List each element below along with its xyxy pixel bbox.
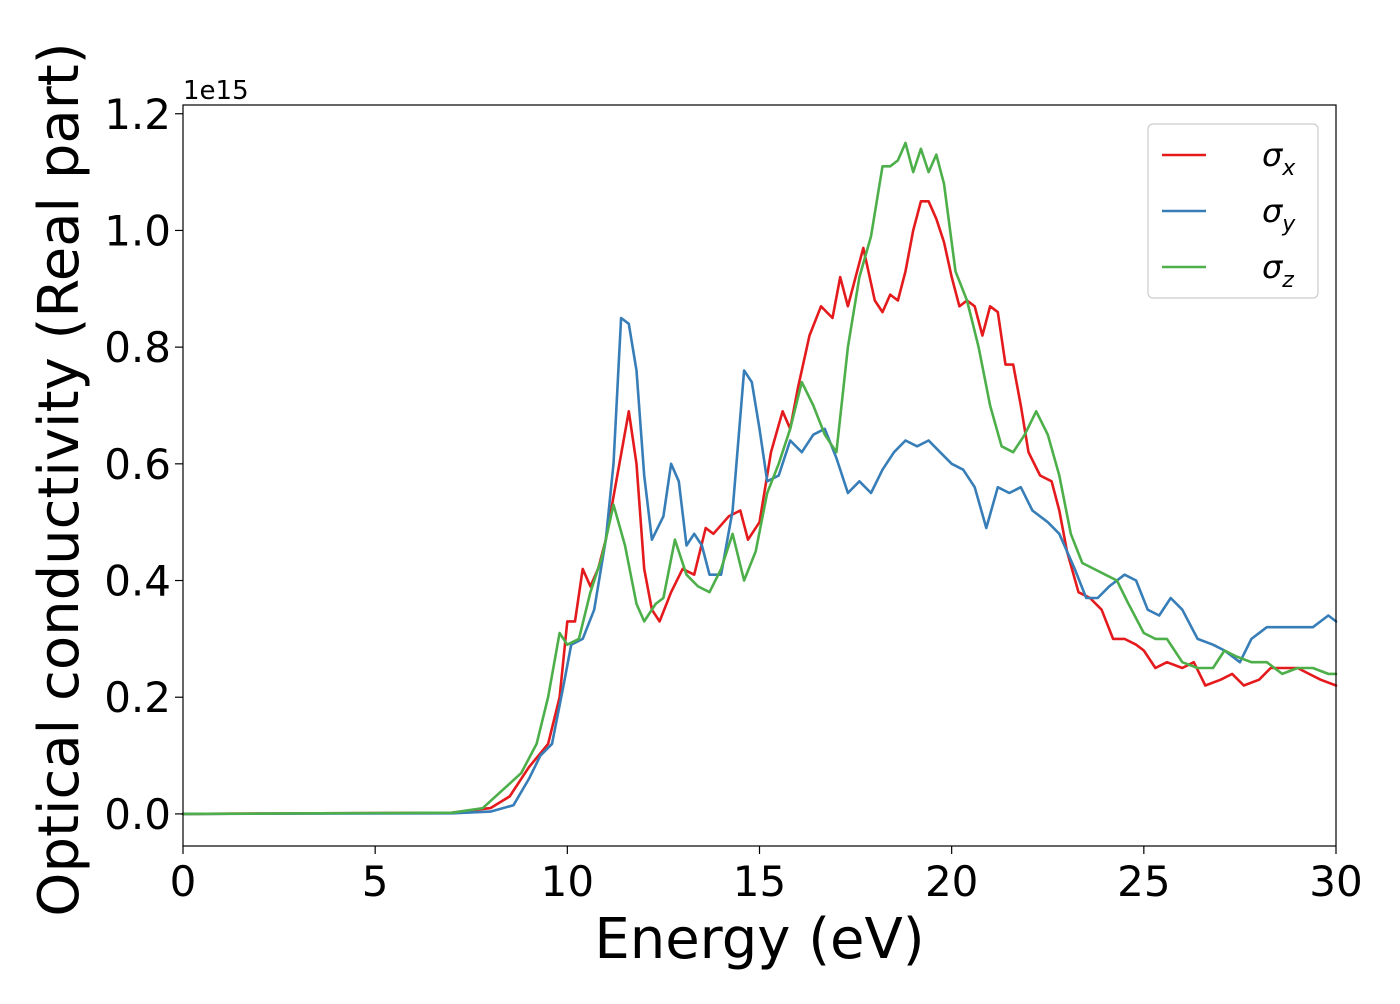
x-tick-label: 15 (733, 857, 786, 906)
series-layer (181, 141, 1338, 816)
y-axis-title: Optical conductivity (Real part) (27, 42, 92, 916)
x-axis-title: Energy (eV) (594, 907, 924, 972)
y-tick-label: 0.6 (104, 440, 171, 489)
series-line-sigma-z (181, 141, 1338, 816)
y-tick-label: 1.0 (104, 206, 171, 255)
x-tick-label: 10 (541, 857, 594, 906)
x-tick-label: 5 (362, 857, 389, 906)
y-tick-label: 0.0 (104, 790, 171, 839)
x-tick-label: 0 (170, 857, 197, 906)
y-tick-label: 0.8 (104, 323, 171, 372)
legend-label-subscript: y (1281, 212, 1296, 237)
y-tick-label: 0.2 (104, 673, 171, 722)
x-tick-label: 20 (925, 857, 978, 906)
y-axis-ticks: 0.0 0.2 0.4 0.6 0.8 1.0 1.2 (104, 90, 183, 839)
x-tick-label: 30 (1309, 857, 1362, 906)
series-line-sigma-x (181, 200, 1338, 816)
y-tick-label: 1.2 (104, 90, 171, 139)
series-line-sigma-y (181, 316, 1338, 816)
y-axis-offset-label: 1e15 (183, 76, 249, 106)
legend-label-subscript: x (1281, 156, 1296, 181)
legend-box (1147, 123, 1319, 299)
legend-label-subscript: z (1281, 268, 1294, 293)
x-tick-label: 25 (1117, 857, 1170, 906)
x-axis-ticks: 0 5 10 15 20 25 30 (170, 846, 1363, 906)
y-tick-label: 0.4 (104, 557, 171, 606)
